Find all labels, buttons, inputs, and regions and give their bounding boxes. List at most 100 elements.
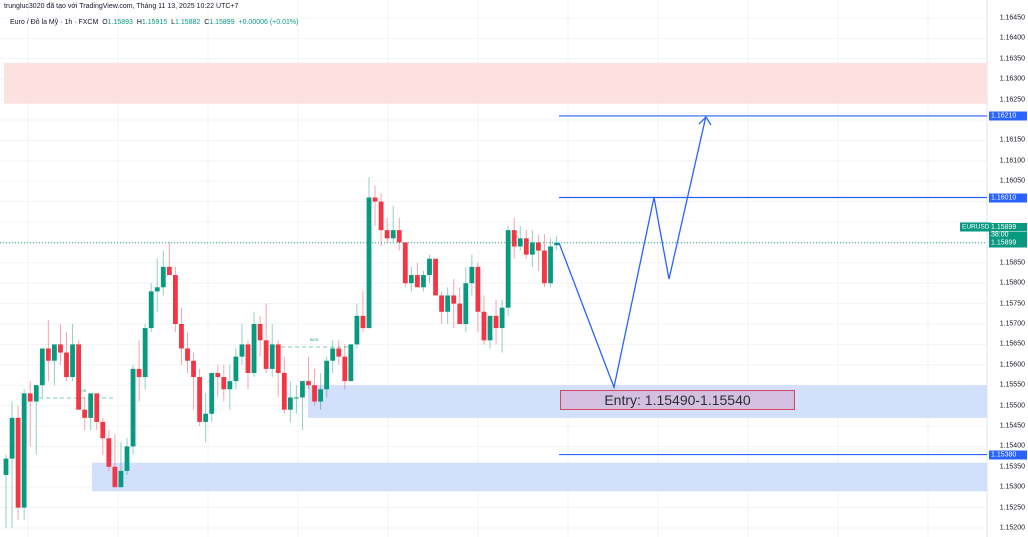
candle-body — [3, 458, 9, 475]
candle-body — [45, 348, 51, 361]
candle-body — [324, 360, 330, 390]
candle-body — [445, 295, 451, 312]
candle-body — [82, 409, 88, 418]
candle-body — [529, 242, 535, 255]
price-axis-label: 1.15600 — [999, 361, 1025, 369]
current-price-tag-2: 1.15899 — [989, 238, 1027, 248]
current-price-tag: 1.15899 — [989, 223, 1027, 231]
price-axis-label: 1.15400 — [999, 442, 1025, 450]
candle-body — [354, 315, 360, 345]
price-axis-label: 1.16050 — [999, 177, 1025, 185]
target-price-tag: 1.16210 — [989, 111, 1027, 121]
price-axis-label: 1.15750 — [999, 300, 1025, 308]
candle-body — [203, 413, 209, 422]
price-axis-label: 1.15550 — [999, 381, 1025, 389]
candle-body — [263, 340, 269, 369]
candle-body — [197, 377, 202, 422]
candle-body — [281, 372, 287, 410]
candle-body — [554, 242, 559, 246]
candle-body — [390, 230, 396, 239]
candle-body — [88, 393, 94, 418]
candle-body — [124, 446, 130, 471]
candle-body — [469, 266, 475, 284]
candle-body — [27, 393, 33, 402]
price-axis-label: 1.15850 — [999, 259, 1025, 267]
candle-body — [64, 352, 69, 378]
candle-body — [142, 328, 148, 378]
price-axis-label: 1.15500 — [999, 402, 1025, 410]
ohlc-change: +0.00006 (+0.01%) — [238, 19, 299, 26]
candle-body — [536, 242, 541, 251]
candle-body — [257, 324, 263, 341]
candle-body — [427, 258, 432, 276]
candle-body — [100, 421, 106, 439]
entry-label-box[interactable]: Entry: 1.15490-1.15540 — [560, 390, 795, 410]
candle-body — [475, 266, 481, 312]
candle-body — [294, 397, 299, 399]
candle-body — [39, 348, 45, 386]
candle-body — [487, 315, 493, 341]
candle-body — [118, 470, 124, 488]
candle-body — [112, 466, 118, 488]
candle-body — [481, 311, 487, 341]
candle-body — [191, 360, 196, 378]
candle-body — [306, 381, 311, 386]
candle-body — [58, 344, 63, 353]
price-axis-label: 1.15450 — [999, 422, 1025, 430]
candle-body — [384, 230, 390, 239]
candle-body — [173, 275, 178, 324]
candle-body — [408, 275, 414, 284]
candle-body — [130, 368, 136, 447]
candle-body — [523, 238, 529, 255]
arrow-head-icon — [698, 115, 712, 126]
price-axis-label: 1.15650 — [999, 340, 1025, 348]
ohlc-open: 1.15893 — [107, 19, 133, 26]
candle-body — [457, 303, 463, 324]
candle-body — [269, 344, 275, 369]
candle-body — [439, 295, 444, 312]
candle-body — [511, 230, 517, 247]
candle-body — [300, 381, 305, 398]
candle-body — [94, 393, 100, 422]
candle-body — [342, 356, 348, 382]
price-axis-label: 1.15700 — [999, 320, 1025, 328]
price-axis-label: 1.15250 — [999, 504, 1025, 512]
candle-body — [227, 381, 233, 390]
bos-label-2: BOS — [310, 337, 319, 342]
candle-body — [348, 344, 354, 382]
candle-body — [366, 197, 372, 329]
candle-body — [312, 385, 317, 402]
candle-body — [433, 258, 438, 296]
candle-body — [148, 291, 154, 329]
price-axis-label: 1.16100 — [999, 157, 1025, 165]
candle-body — [9, 417, 15, 459]
candle-body — [548, 246, 553, 284]
candle-body — [372, 197, 378, 202]
candle-body — [239, 344, 245, 357]
candle-body — [179, 324, 184, 349]
candle-body — [542, 250, 547, 284]
bos-label-1: BOS — [78, 388, 87, 393]
candle-body — [221, 377, 227, 390]
candle-body — [106, 438, 112, 467]
ohlc-high: 1.15915 — [141, 19, 168, 26]
candle-body — [499, 307, 505, 329]
candle-body — [166, 266, 172, 276]
price-axis-label: 1.16400 — [999, 34, 1025, 42]
candle-body — [378, 201, 384, 231]
candle-body — [421, 275, 426, 288]
candle-body — [396, 230, 402, 243]
price-axis-label: 1.16300 — [999, 75, 1025, 83]
candle-body — [33, 385, 39, 402]
price-axis-label: 1.15350 — [999, 463, 1025, 471]
candle-body — [245, 344, 251, 373]
candle-body — [154, 287, 160, 292]
price-axis-label: 1.16150 — [999, 136, 1025, 144]
stop-price-tag: 1.15380 — [989, 450, 1027, 460]
symbol-legend: Euro / Đô la Mỹ · 1h · FXCM O1.15893 H1.… — [10, 19, 299, 26]
symbol-description: Euro / Đô la Mỹ · 1h · FXCM — [10, 19, 99, 26]
candle-body — [517, 238, 523, 247]
candle-body — [415, 275, 420, 288]
